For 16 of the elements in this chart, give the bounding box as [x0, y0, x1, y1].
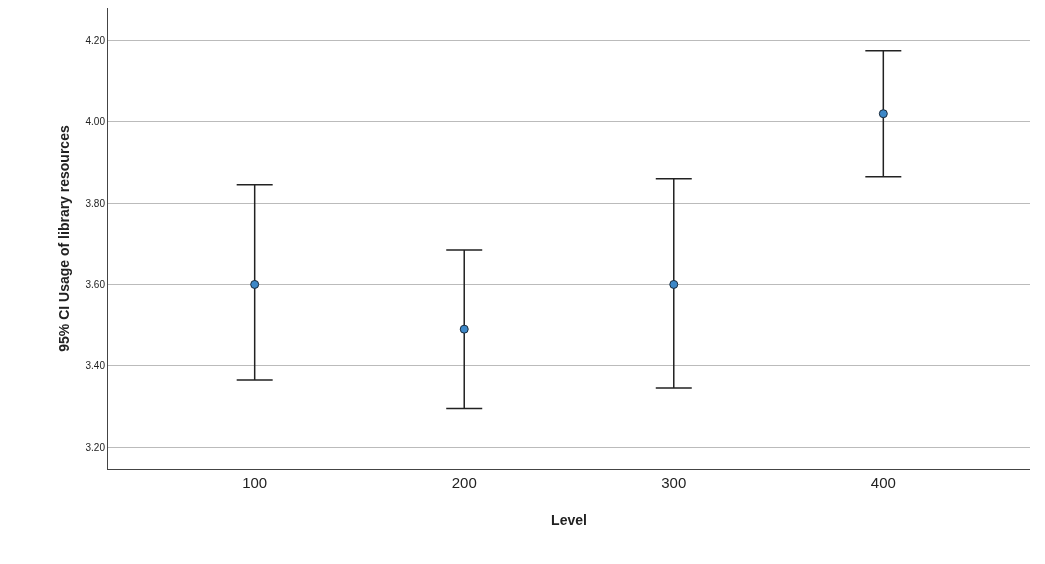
- y-tick-label: 4.00: [85, 116, 106, 128]
- point: [250, 279, 260, 289]
- x-tick-label: 400: [870, 474, 896, 491]
- y-tick-label: 4.20: [85, 35, 106, 47]
- y-tick-label: 3.80: [85, 197, 106, 209]
- y-tick-label: 3.20: [85, 441, 106, 453]
- point: [878, 109, 888, 119]
- y-tick-label: 3.60: [85, 278, 106, 290]
- x-tick-label: 200: [451, 474, 477, 491]
- x-axis-title: Level: [551, 512, 587, 529]
- point: [669, 279, 679, 289]
- y-axis-title: 95% CI Usage of library resources: [56, 125, 73, 352]
- x-tick-label: 300: [661, 474, 687, 491]
- point: [459, 324, 469, 334]
- x-tick-label: 100: [242, 474, 268, 491]
- y-tick-label: 3.40: [85, 360, 106, 372]
